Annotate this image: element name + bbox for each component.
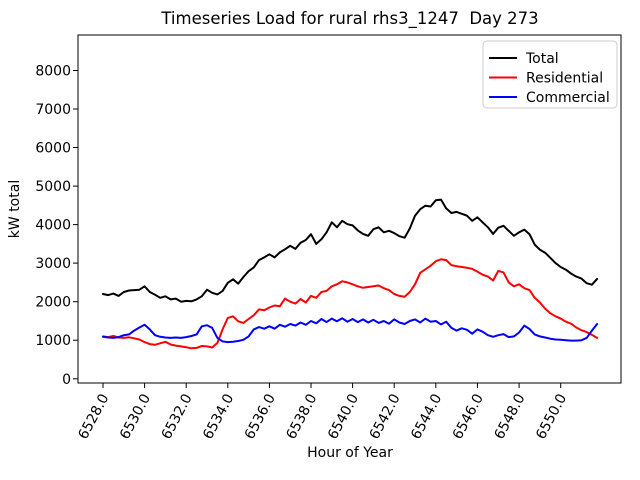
y-tick-label: 5000	[35, 179, 71, 195]
chart-title: Timeseries Load for rural rhs3_1247 Day …	[160, 9, 538, 29]
legend-entry-total: Total	[489, 51, 559, 67]
legend-entry-commercial: Commercial	[489, 90, 610, 106]
x-axis-label: Hour of Year	[307, 445, 393, 461]
legend-label: Total	[525, 51, 559, 67]
y-tick-label: 3000	[35, 256, 71, 272]
y-tick-label: 7000	[35, 102, 71, 118]
y-tick-label: 4000	[35, 218, 71, 234]
y-tick-label: 0	[62, 372, 71, 388]
y-tick-label: 1000	[35, 333, 71, 349]
legend-entry-residential: Residential	[489, 71, 603, 87]
legend-label: Residential	[526, 71, 603, 87]
y-tick-label: 2000	[35, 295, 71, 311]
y-tick-label: 8000	[35, 64, 71, 80]
y-axis: 0 1000 2000 3000 4000 5000 6000 7000 8000	[35, 64, 78, 388]
legend: Total Residential Commercial	[482, 40, 618, 109]
legend-label: Commercial	[526, 90, 610, 106]
y-axis-label: kW total	[7, 180, 23, 238]
y-tick-label: 6000	[35, 141, 71, 157]
series-line-total	[102, 198, 599, 303]
series-line-commercial	[102, 317, 599, 344]
series-line-residential	[102, 258, 599, 350]
